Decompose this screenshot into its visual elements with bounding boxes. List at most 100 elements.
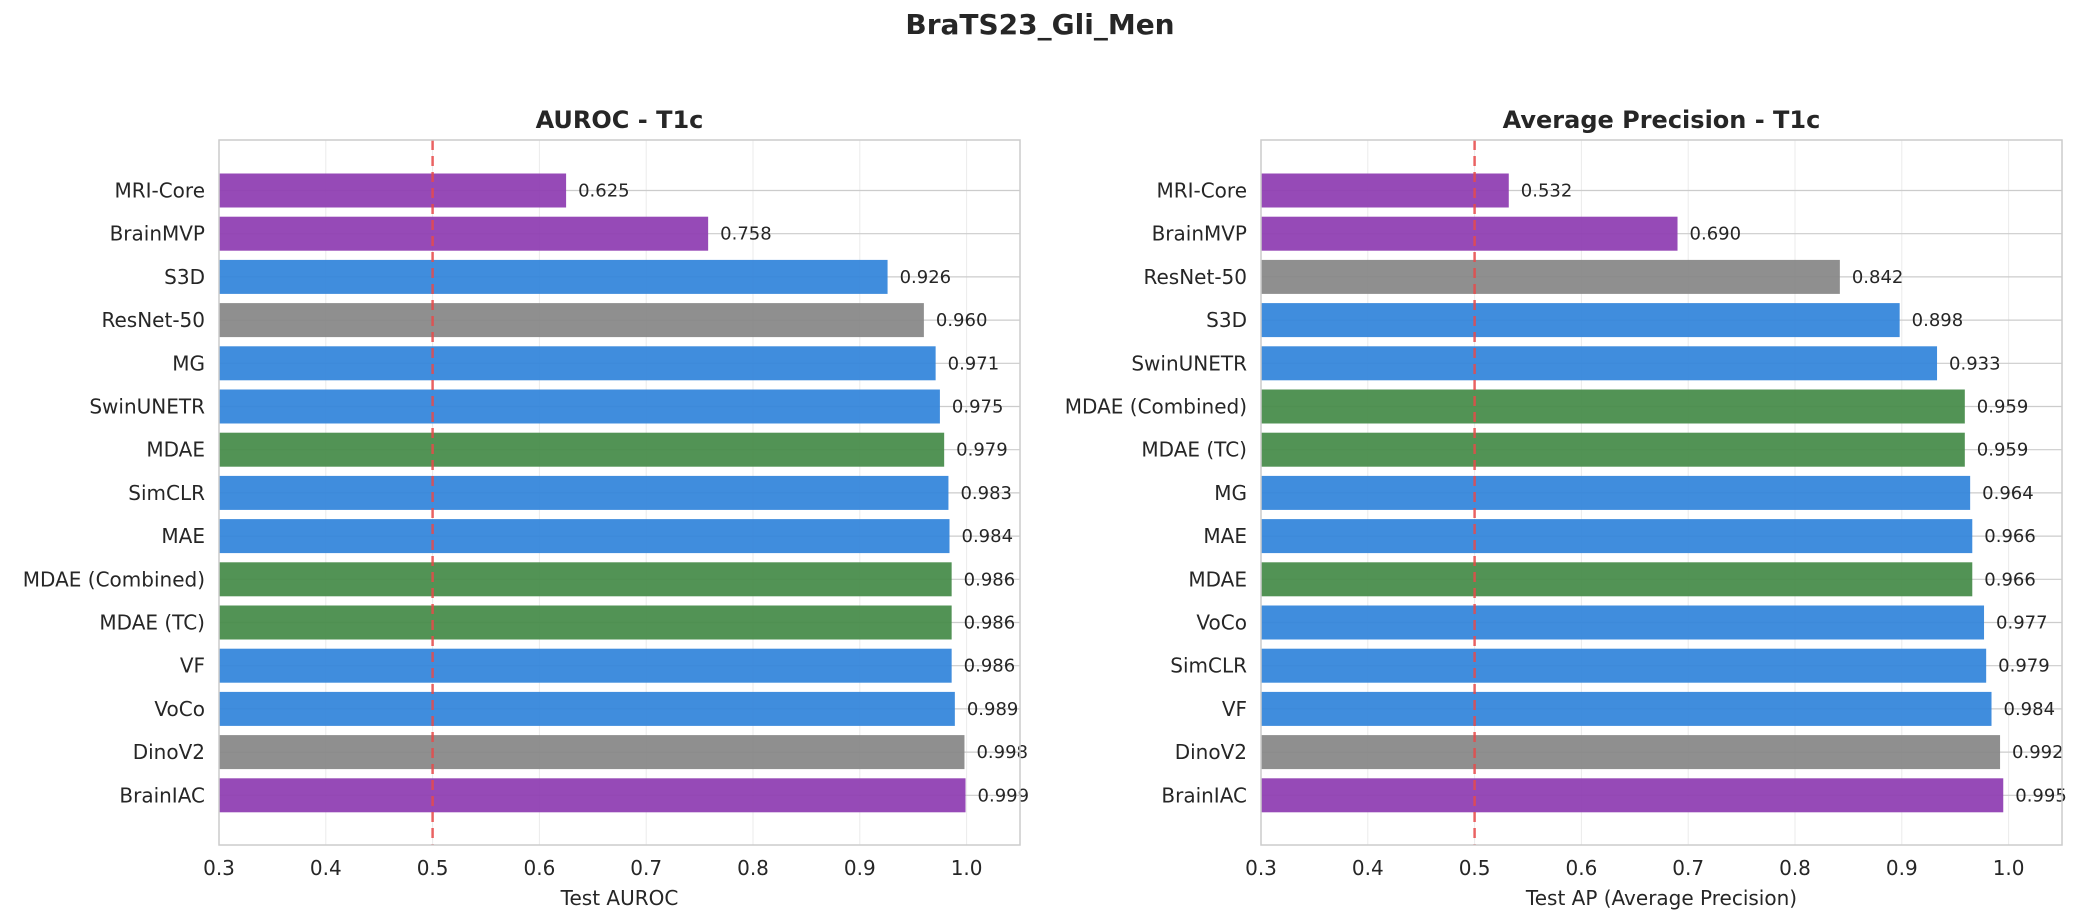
- bar-s3d: [219, 259, 888, 294]
- bar-value-label: 0.898: [1912, 310, 1964, 331]
- x-tick-label: 0.5: [417, 856, 449, 880]
- chart-title: Average Precision - T1c: [1503, 106, 1821, 134]
- bar-value-label: 0.983: [960, 483, 1012, 504]
- category-label: SimCLR: [1170, 654, 1247, 678]
- bar-mdae-combined: [1261, 389, 1965, 424]
- axes-frame: [1260, 139, 2063, 846]
- category-label: VF: [1222, 697, 1247, 721]
- bar-mdae-combined: [219, 562, 952, 597]
- bar-value-label: 0.984: [962, 526, 1014, 547]
- bar-dinov2: [1261, 735, 2001, 770]
- category-label: MRI-Core: [1156, 179, 1247, 203]
- x-tick-label: 0.3: [1245, 856, 1277, 880]
- category-label: S3D: [1206, 308, 1247, 332]
- x-tick-label: 0.7: [630, 856, 662, 880]
- bar-voco: [1261, 605, 1985, 640]
- bar-mdae-tc: [219, 605, 952, 640]
- category-label: MG: [172, 351, 205, 375]
- category-label: MDAE (Combined): [1065, 395, 1247, 419]
- category-label: SimCLR: [128, 481, 205, 505]
- category-label: MDAE (TC): [99, 611, 205, 635]
- category-label: BrainMVP: [110, 222, 205, 246]
- bar-value-label: 0.960: [936, 310, 988, 331]
- category-label: MDAE (TC): [1141, 438, 1247, 462]
- x-tick-label: 0.9: [844, 856, 876, 880]
- category-label: SwinUNETR: [1131, 351, 1247, 375]
- x-tick-label: 0.4: [310, 856, 342, 880]
- chart-panel-1: 0.625 MRI-Core 0.758 BrainMVP 0.926 S3D 0.960 R…: [23, 106, 1029, 910]
- category-label: MG: [1214, 481, 1247, 505]
- bar-brainiac: [219, 778, 966, 813]
- bar-value-label: 0.999: [978, 785, 1030, 806]
- bar-brainiac: [1261, 778, 2004, 813]
- bar-mdae: [219, 432, 945, 467]
- bar-value-label: 0.758: [720, 224, 772, 245]
- chart-title: AUROC - T1c: [536, 106, 704, 134]
- bar-resnet-50: [219, 303, 924, 338]
- bar-simclr: [1261, 648, 1987, 683]
- bar-voco: [219, 691, 955, 726]
- bar-value-label: 0.933: [1949, 353, 2001, 374]
- bar-value-label: 0.995: [2015, 785, 2067, 806]
- x-tick-label: 0.8: [737, 856, 769, 880]
- bar-dinov2: [219, 735, 965, 770]
- x-tick-label: 0.7: [1672, 856, 1704, 880]
- bar-value-label: 0.625: [578, 181, 630, 202]
- category-label: BrainMVP: [1152, 222, 1247, 246]
- bar-value-label: 0.977: [1996, 613, 2048, 634]
- bar-s3d: [1261, 303, 1900, 338]
- axes-frame: [218, 139, 1021, 846]
- bar-value-label: 0.984: [2004, 699, 2056, 720]
- x-tick-label: 1.0: [1993, 856, 2025, 880]
- x-axis-label: Test AP (Average Precision): [1525, 886, 1797, 910]
- bar-mri-core: [219, 173, 567, 208]
- bar-mae: [1261, 519, 1973, 554]
- bar-vf: [219, 648, 952, 683]
- chart-panel-2: 0.532 MRI-Core 0.690 BrainMVP 0.842 ResNet-50…: [1065, 106, 2067, 910]
- x-tick-label: 1.0: [951, 856, 983, 880]
- bar-value-label: 0.989: [967, 699, 1019, 720]
- category-label: ResNet-50: [1144, 265, 1248, 289]
- category-label: BrainIAC: [119, 783, 205, 807]
- category-label: VoCo: [1196, 611, 1247, 635]
- bar-value-label: 0.975: [952, 397, 1004, 418]
- category-label: VF: [180, 654, 205, 678]
- category-label: ResNet-50: [102, 308, 206, 332]
- bar-value-label: 0.986: [964, 656, 1016, 677]
- category-label: MRI-Core: [114, 179, 205, 203]
- category-label: MAE: [161, 524, 205, 548]
- bar-value-label: 0.966: [1984, 526, 2036, 547]
- category-label: MAE: [1203, 524, 1247, 548]
- category-label: MDAE: [1188, 567, 1247, 591]
- x-tick-label: 0.9: [1886, 856, 1918, 880]
- category-label: DinoV2: [1175, 740, 1247, 764]
- x-axis-label: Test AUROC: [560, 886, 679, 910]
- bar-brainmvp: [219, 216, 709, 251]
- bar-value-label: 0.964: [1982, 483, 2034, 504]
- bar-value-label: 0.959: [1977, 397, 2029, 418]
- bar-simclr: [219, 475, 949, 510]
- bar-value-label: 0.979: [1998, 656, 2050, 677]
- bar-value-label: 0.690: [1690, 224, 1742, 245]
- x-tick-label: 0.4: [1352, 856, 1384, 880]
- bar-brainmvp: [1261, 216, 1678, 251]
- x-tick-label: 0.8: [1779, 856, 1811, 880]
- bar-vf: [1261, 691, 1992, 726]
- category-label: BrainIAC: [1161, 783, 1247, 807]
- bar-value-label: 0.971: [948, 353, 1000, 374]
- category-label: VoCo: [154, 697, 205, 721]
- bar-value-label: 0.926: [900, 267, 952, 288]
- category-label: DinoV2: [133, 740, 205, 764]
- x-tick-label: 0.5: [1459, 856, 1491, 880]
- category-label: SwinUNETR: [89, 395, 205, 419]
- bar-value-label: 0.966: [1984, 569, 2036, 590]
- bar-value-label: 0.959: [1977, 440, 2029, 461]
- bar-value-label: 0.986: [964, 613, 1016, 634]
- bar-value-label: 0.992: [2012, 742, 2064, 763]
- bar-swinunetr: [1261, 346, 1938, 381]
- bar-resnet-50: [1261, 259, 1840, 294]
- bar-value-label: 0.986: [964, 569, 1016, 590]
- category-label: S3D: [164, 265, 205, 289]
- bar-mdae: [1261, 562, 1973, 597]
